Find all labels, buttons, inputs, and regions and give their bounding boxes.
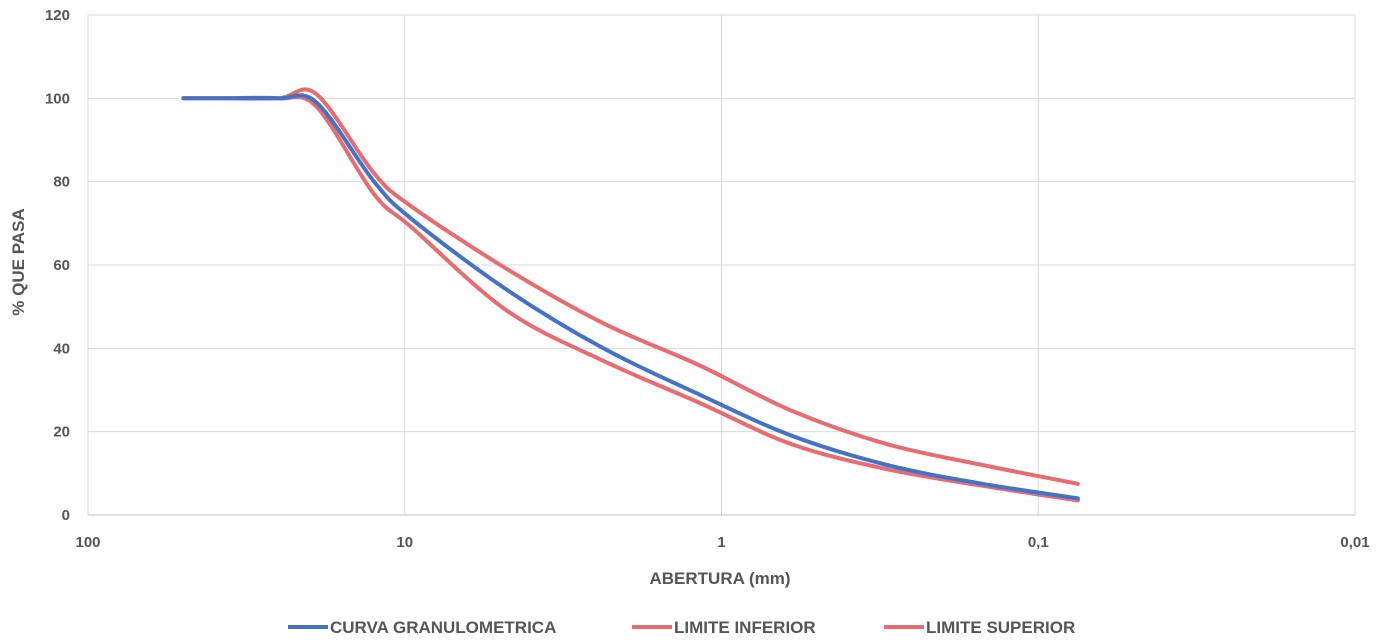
x-tick-label: 1	[717, 534, 725, 551]
x-tick-label: 10	[396, 534, 413, 551]
series-line-limite-superior	[181, 87, 1080, 486]
grid	[87, 14, 1356, 515]
series-line-limite-inferior	[181, 95, 1080, 503]
y-tick-label: 40	[53, 340, 70, 357]
x-tick-label: 0,01	[1340, 534, 1369, 551]
legend: CURVA GRANULOMETRICA LIMITE INFERIOR LIMIT…	[288, 618, 1075, 637]
tick-labels: 0 20 40 60 80 100 120 100 10 1 0,1 0,01	[45, 7, 1370, 551]
series-line-curva-granulometrica	[181, 93, 1080, 501]
y-axis-title: % QUE PASA	[9, 208, 28, 315]
legend-label: CURVA GRANULOMETRICA	[330, 618, 556, 637]
y-tick-label: 100	[45, 90, 70, 107]
legend-item-limite-superior: LIMITE SUPERIOR	[884, 618, 1075, 637]
x-tick-label: 0,1	[1028, 534, 1049, 551]
x-axis-title: ABERTURA (mm)	[649, 569, 790, 588]
y-tick-label: 0	[62, 507, 70, 524]
x-tick-label: 100	[75, 534, 100, 551]
legend-item-limite-inferior: LIMITE INFERIOR	[632, 618, 816, 637]
legend-label: LIMITE SUPERIOR	[926, 618, 1075, 637]
y-tick-label: 120	[45, 7, 70, 24]
series-lines	[181, 87, 1080, 503]
legend-item-curva-granulometrica: CURVA GRANULOMETRICA	[288, 618, 556, 637]
y-tick-label: 80	[53, 174, 70, 191]
legend-label: LIMITE INFERIOR	[674, 618, 816, 637]
y-tick-label: 20	[53, 424, 70, 441]
y-tick-label: 60	[53, 257, 70, 274]
